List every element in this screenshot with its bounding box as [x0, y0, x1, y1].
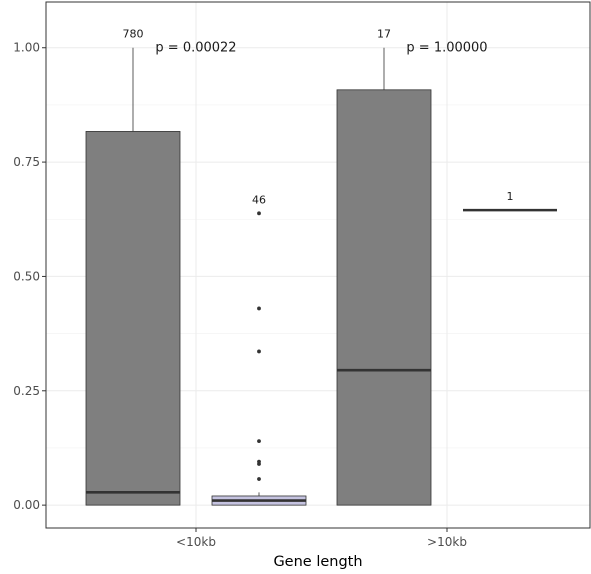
y-tick-label: 0.50	[13, 269, 40, 283]
x-tick-label: <10kb	[176, 535, 216, 549]
y-tick-label: 1.00	[13, 41, 40, 55]
outlier-point	[257, 477, 261, 481]
count-label: 780	[123, 28, 144, 41]
y-tick-label: 0.25	[13, 384, 40, 398]
count-label: 17	[377, 28, 391, 41]
count-label: 1	[507, 190, 514, 203]
annotations: 780 46 17 1 p = 0.00022 p = 1.00000	[123, 28, 514, 207]
outlier-point	[257, 349, 261, 354]
box	[336, 89, 432, 506]
x-tick-label: >10kb	[427, 535, 467, 549]
x-axis-title: Gene length	[273, 554, 362, 570]
y-tick-label: 0.75	[13, 155, 40, 169]
boxes	[85, 47, 557, 506]
plot-panel-border	[45, 1, 591, 529]
box	[85, 131, 181, 506]
p-value-label: p = 1.00000	[406, 41, 487, 56]
outlier-point	[257, 462, 261, 466]
outlier-point	[257, 439, 261, 443]
count-label: 46	[252, 193, 266, 206]
p-value-label: p = 0.00022	[155, 41, 236, 56]
outlier-point	[257, 211, 261, 216]
y-tick-label: 0.00	[13, 498, 40, 512]
outlier-point	[257, 306, 261, 311]
axes: 0.00 0.25 0.50 0.75 1.00 <10kb >10kb	[13, 41, 467, 549]
